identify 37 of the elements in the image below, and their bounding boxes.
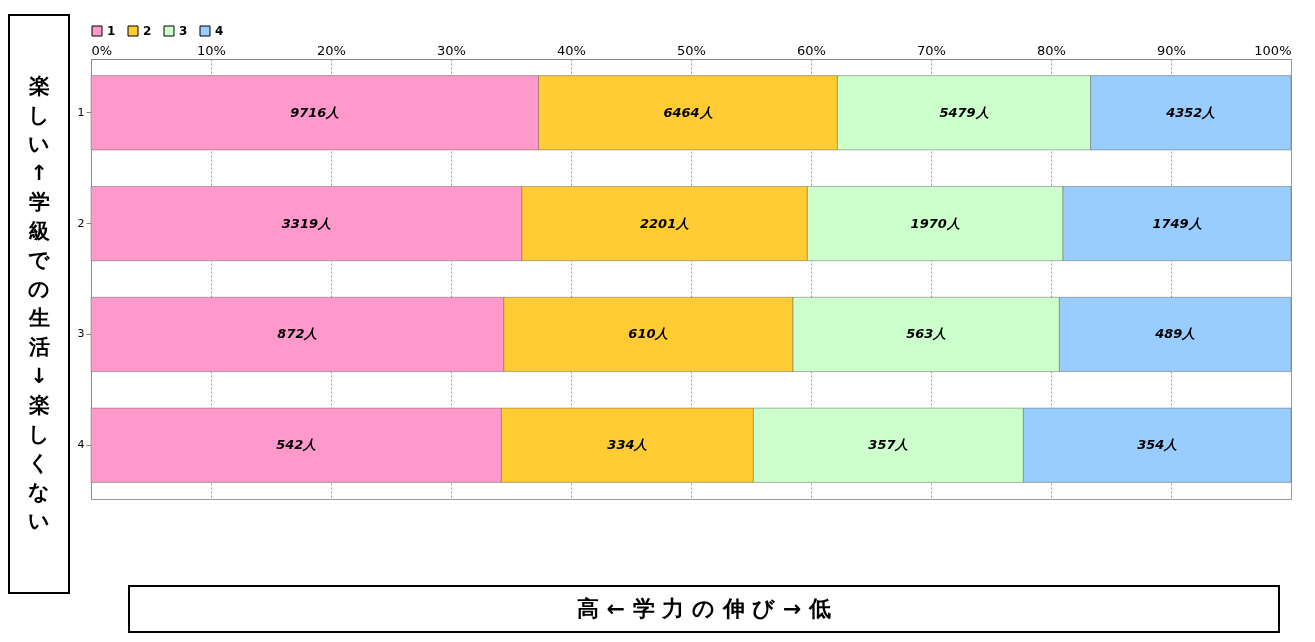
x-tick-label: 60%: [797, 42, 826, 58]
annotation: 610人: [628, 326, 669, 342]
annotation: 563人: [906, 326, 947, 342]
annotation: 872人: [277, 326, 318, 342]
annotation: 1749人: [1152, 215, 1202, 231]
annotation: 334人: [607, 437, 648, 453]
x-axis-title: 高 ← 学 力 の 伸 び → 低: [128, 585, 1280, 633]
y-tick-label: 1: [77, 105, 85, 119]
y-tick-label: 2: [77, 216, 85, 230]
annotation: 354人: [1137, 437, 1178, 453]
x-tick-label: 30%: [437, 42, 466, 58]
annotation: 1970人: [910, 215, 960, 231]
legend-label: 2: [143, 24, 152, 38]
x-tick-label: 40%: [557, 42, 586, 58]
x-tick-label: 0%: [91, 42, 113, 58]
x-tick-label: 20%: [317, 42, 346, 58]
x-tick-label: 10%: [197, 42, 226, 58]
x-tick-label: 80%: [1037, 42, 1066, 58]
y-tick-label: 3: [77, 327, 85, 341]
legend-label: 1: [107, 24, 116, 38]
annotation: 357人: [868, 437, 909, 453]
legend-label: 4: [215, 24, 224, 38]
annotation: 6464人: [663, 104, 713, 120]
annotation: 5479人: [939, 104, 989, 120]
legend-label: 3: [179, 24, 188, 38]
x-tick-label: 70%: [917, 42, 946, 58]
text: 楽しい↑学級での生活 ↓楽しくない: [28, 74, 50, 533]
annotation: 9716人: [290, 104, 340, 120]
x-tick-label: 100%: [1254, 42, 1292, 58]
y-tick-label: 4: [77, 438, 85, 452]
x-tick-label: 90%: [1157, 42, 1186, 58]
annotation: 489人: [1154, 326, 1196, 342]
annotation: 3319人: [281, 215, 331, 231]
annotation: 542人: [276, 437, 317, 453]
annotation: 2201人: [640, 215, 690, 231]
x-tick-label: 50%: [677, 42, 706, 58]
annotation: 4352人: [1165, 104, 1216, 120]
